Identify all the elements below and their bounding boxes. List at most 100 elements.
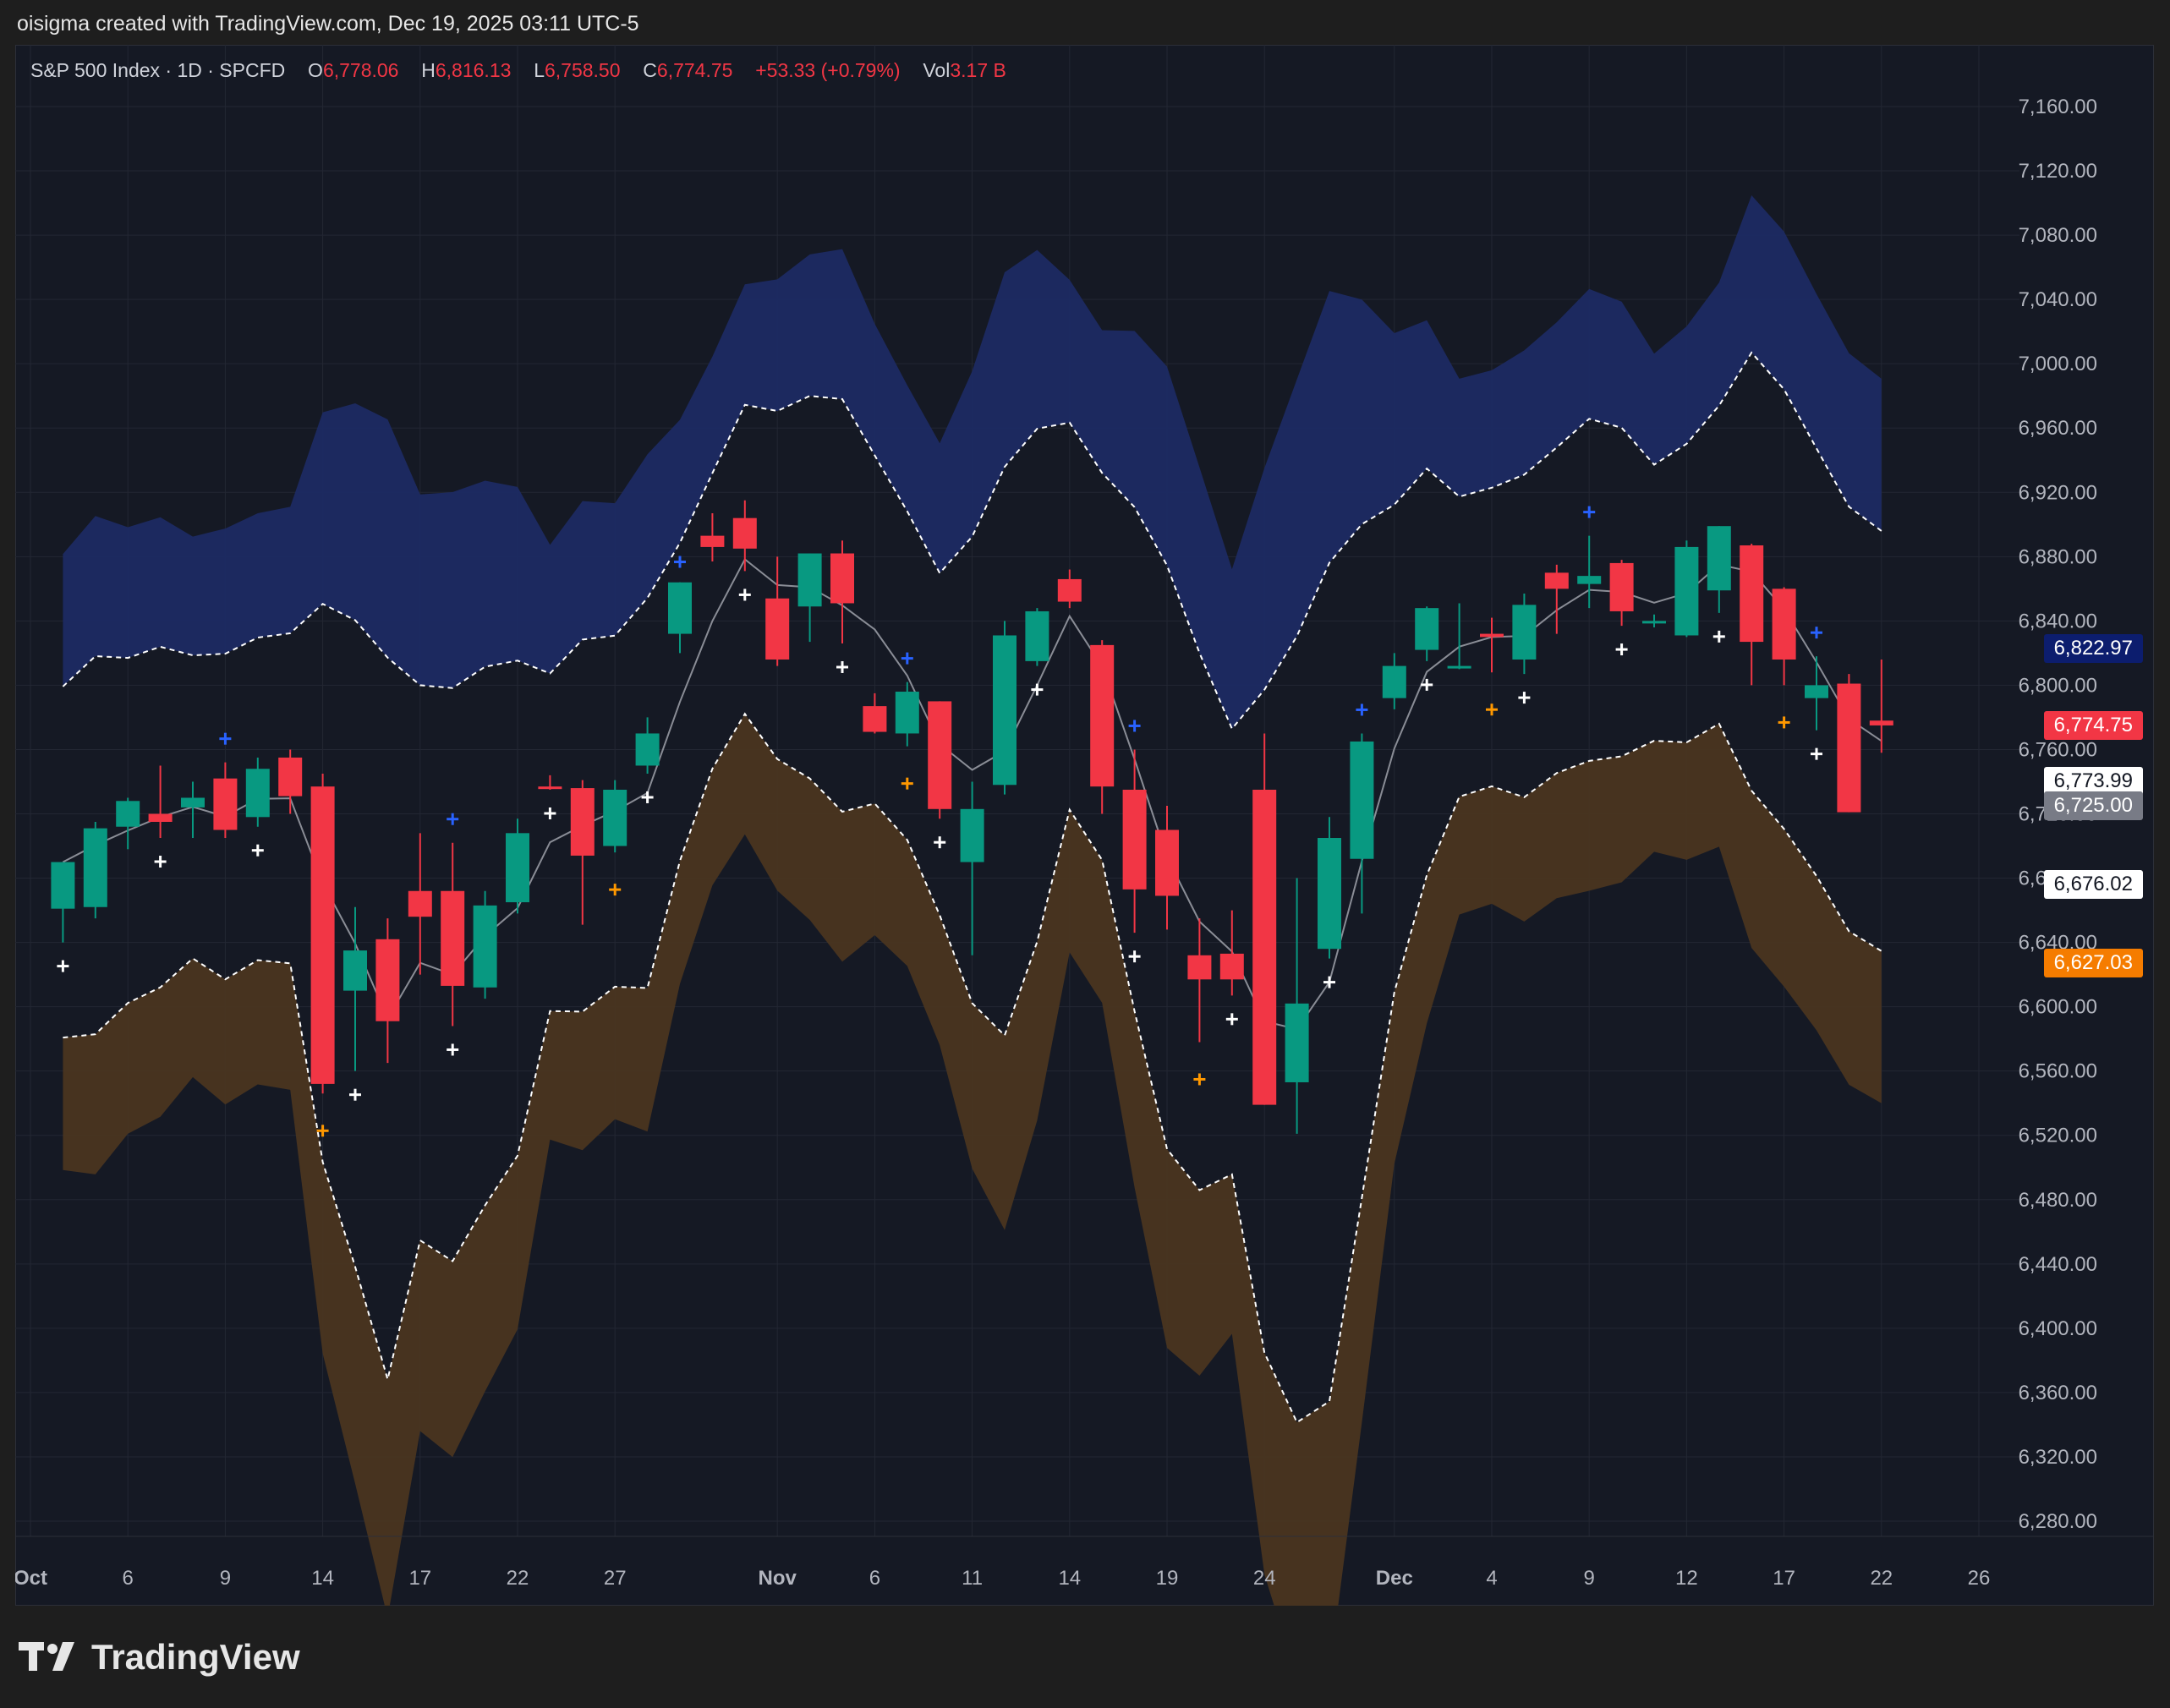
candle-body — [1382, 665, 1406, 698]
candle — [1285, 878, 1309, 1134]
y-tick-label: 7,160.00 — [2019, 96, 2097, 118]
candle-body — [960, 808, 984, 862]
candle — [570, 780, 595, 925]
signal-marker — [901, 777, 913, 790]
y-tick-label: 6,360.00 — [2019, 1382, 2097, 1404]
candle — [830, 540, 854, 643]
tradingview-logo[interactable]: TradingView — [19, 1637, 300, 1678]
y-tick-label: 7,040.00 — [2019, 288, 2097, 311]
y-tick-label: 6,400.00 — [2019, 1317, 2097, 1340]
candle — [1740, 544, 1764, 686]
signal-marker — [1128, 950, 1141, 963]
signal-marker — [349, 1088, 361, 1101]
tradingview-logo-text: TradingView — [91, 1637, 300, 1677]
x-tick-label: 19 — [1156, 1567, 1179, 1590]
signal-marker — [1778, 716, 1790, 729]
price-tag: 6,676.02 — [2043, 870, 2143, 900]
y-tick-label: 6,280.00 — [2019, 1510, 2097, 1533]
signal-marker — [609, 884, 622, 896]
x-tick-label: Dec — [1376, 1567, 1413, 1590]
candle-body — [570, 788, 595, 856]
candle-body — [278, 757, 303, 797]
candle — [310, 773, 335, 1094]
y-tick-label: 6,600.00 — [2019, 996, 2097, 1019]
signal-marker — [1356, 703, 1368, 716]
x-tick-label: 12 — [1675, 1567, 1698, 1590]
candle-body — [1090, 644, 1115, 787]
candle — [1512, 594, 1537, 675]
low-value: 6,758.50 — [544, 59, 621, 81]
candle-body — [181, 797, 205, 807]
x-tick-label: 27 — [604, 1567, 627, 1590]
candle — [928, 701, 952, 819]
lower-band — [63, 714, 1882, 1606]
candle — [1350, 733, 1374, 914]
candle — [245, 757, 270, 827]
candle-body — [830, 553, 854, 604]
y-tick-label: 7,000.00 — [2019, 353, 2097, 375]
candle-body — [1219, 953, 1244, 980]
candle — [1447, 603, 1471, 670]
candle — [116, 797, 140, 850]
candle — [1707, 526, 1731, 613]
x-tick-label: 4 — [1486, 1567, 1497, 1590]
candle-body — [506, 833, 529, 903]
candle-body — [1577, 576, 1602, 584]
signal-marker — [901, 652, 913, 665]
price-tag: 6,774.75 — [2043, 711, 2143, 741]
x-tick-label: 14 — [1058, 1567, 1081, 1590]
y-tick-label: 6,760.00 — [2019, 738, 2097, 761]
candle — [213, 762, 238, 839]
x-tick-label: Oct — [15, 1567, 47, 1590]
candle-body — [700, 535, 725, 547]
candle-body — [213, 778, 238, 830]
signal-marker — [1583, 506, 1596, 518]
volume-label: Vol — [923, 59, 951, 81]
symbol-label[interactable]: S&P 500 Index · 1D · SPCFD — [30, 59, 286, 81]
signal-marker — [1193, 1073, 1206, 1086]
candle — [1577, 535, 1602, 609]
signal-marker — [251, 844, 264, 857]
candle — [1415, 606, 1439, 661]
signal-marker — [154, 856, 167, 868]
candle — [538, 775, 562, 790]
signal-marker — [1128, 720, 1141, 732]
price-chart[interactable]: 7,160.00 7,120.00 7,080.00 7,040.00 7,000.00… — [15, 45, 2154, 1606]
candle — [181, 781, 205, 839]
candle-body — [1837, 683, 1861, 813]
signal-marker — [1811, 627, 1822, 639]
candle-body — [375, 939, 400, 1021]
candle — [408, 833, 432, 975]
candle-body — [116, 801, 140, 827]
candle-body — [797, 553, 822, 607]
candle — [668, 582, 692, 654]
y-tick-label: 6,880.00 — [2019, 545, 2097, 568]
x-tick-label: 11 — [962, 1567, 983, 1590]
candle — [1219, 910, 1244, 996]
candle-body — [245, 769, 270, 818]
ohlc-legend[interactable]: S&P 500 Index · 1D · SPCFD O6,778.06 H6,… — [30, 59, 1006, 82]
candle — [1772, 587, 1796, 686]
y-tick-label: 7,080.00 — [2019, 224, 2097, 247]
candle — [441, 842, 465, 1026]
y-tick-label: 6,520.00 — [2019, 1125, 2097, 1147]
candle — [1480, 617, 1504, 673]
x-tick-label: 17 — [408, 1567, 431, 1590]
y-tick-label: 6,560.00 — [2019, 1060, 2097, 1083]
x-tick-label: 9 — [1584, 1567, 1595, 1590]
change-value: +53.33 (+0.79%) — [755, 59, 901, 81]
signal-markers — [57, 506, 1822, 1137]
candle-body — [895, 692, 919, 734]
y-tick-label: 6,440.00 — [2019, 1253, 2097, 1276]
candle-body — [1122, 789, 1147, 890]
candle — [506, 818, 529, 914]
candle — [765, 556, 790, 666]
signal-marker — [1031, 683, 1044, 696]
candle-body — [1415, 608, 1439, 650]
candle-body — [1480, 633, 1504, 638]
candle-body — [1609, 562, 1634, 611]
candle — [1187, 918, 1212, 1043]
candle — [1090, 640, 1115, 814]
x-tick-label: 22 — [1870, 1567, 1893, 1590]
price-tag: 6,725.00 — [2043, 791, 2143, 820]
